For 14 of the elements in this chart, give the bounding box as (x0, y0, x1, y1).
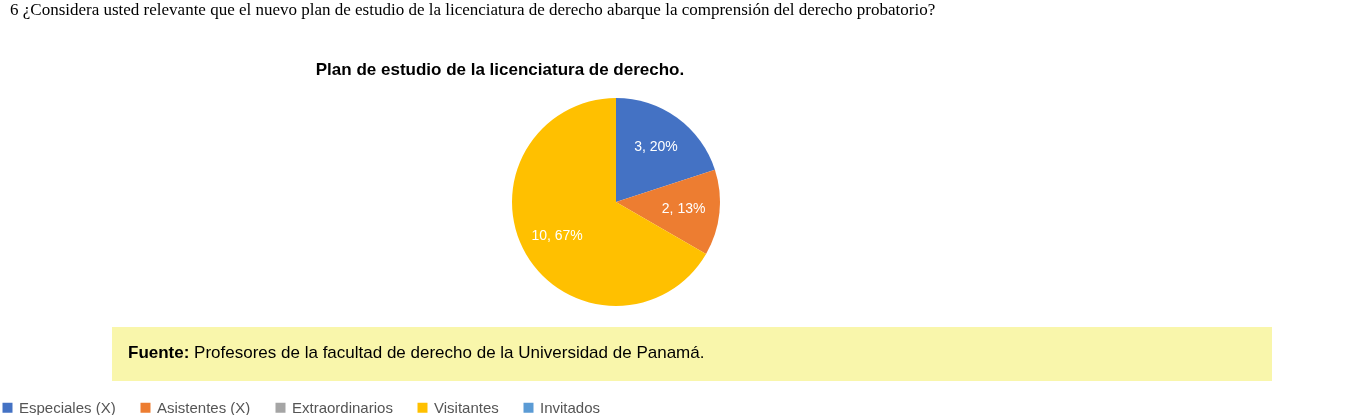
pie-slice (616, 98, 715, 202)
data-label: 2, 13% (661, 200, 706, 217)
pie-slice (512, 98, 707, 306)
text: 6 ¿Considera usted relevante que el nuevo plan de estudio de la licenciatura de derecho abarque la comprensión del derecho probatorio? (10, 0, 936, 20)
data-label: 10, 67% (531, 227, 583, 243)
legend-label: Visitantes (434, 398, 499, 415)
pie-slice (616, 169, 720, 254)
data-label: 3, 20% (634, 137, 678, 154)
legend-label: Extraordinarios (292, 398, 393, 415)
chart-title: Plan de estudio de la licenciatura de derecho. (315, 60, 685, 79)
legend-label: Asistentes (X) (157, 398, 251, 415)
legend-label: Especiales (X) (19, 398, 116, 415)
source-note: Fuente: Profesores de la facultad de derecho de la Universidad de Panamá. (128, 343, 705, 362)
legend-label: Invitados (540, 398, 601, 415)
